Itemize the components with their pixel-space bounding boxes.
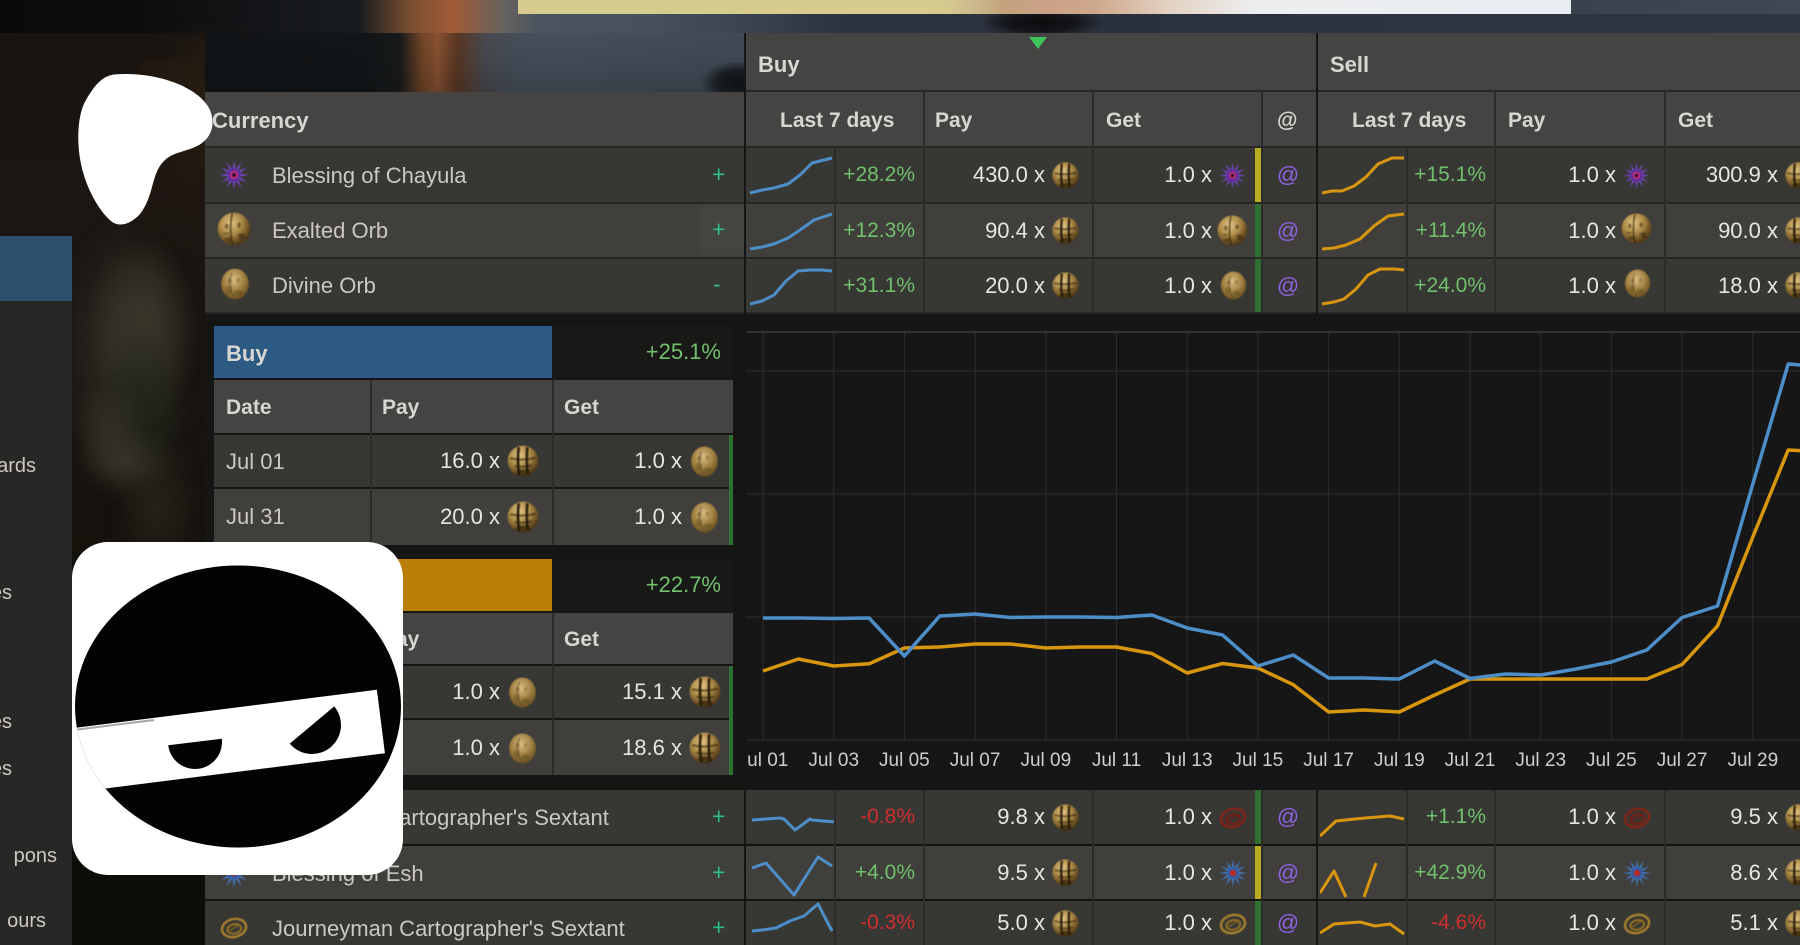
svg-text:Jul 27: Jul 27 <box>1657 750 1708 771</box>
svg-text:Jul 15: Jul 15 <box>1233 750 1284 771</box>
svg-text:Jul 25: Jul 25 <box>1586 750 1637 771</box>
svg-text:Jul 21: Jul 21 <box>1445 750 1496 771</box>
svg-text:Jul 11: Jul 11 <box>1092 750 1141 771</box>
svg-text:Jul 29: Jul 29 <box>1727 750 1778 771</box>
svg-text:Jul 07: Jul 07 <box>950 750 1001 771</box>
svg-text:Jul 17: Jul 17 <box>1303 750 1354 771</box>
svg-text:Jul 05: Jul 05 <box>879 750 930 771</box>
svg-text:Jul 23: Jul 23 <box>1515 750 1566 771</box>
svg-text:Jul 03: Jul 03 <box>808 750 859 771</box>
svg-text:Jul 13: Jul 13 <box>1162 750 1213 771</box>
svg-text:Jul 01: Jul 01 <box>746 750 788 771</box>
svg-text:Jul 19: Jul 19 <box>1374 750 1425 771</box>
svg-text:Jul 09: Jul 09 <box>1020 750 1071 771</box>
